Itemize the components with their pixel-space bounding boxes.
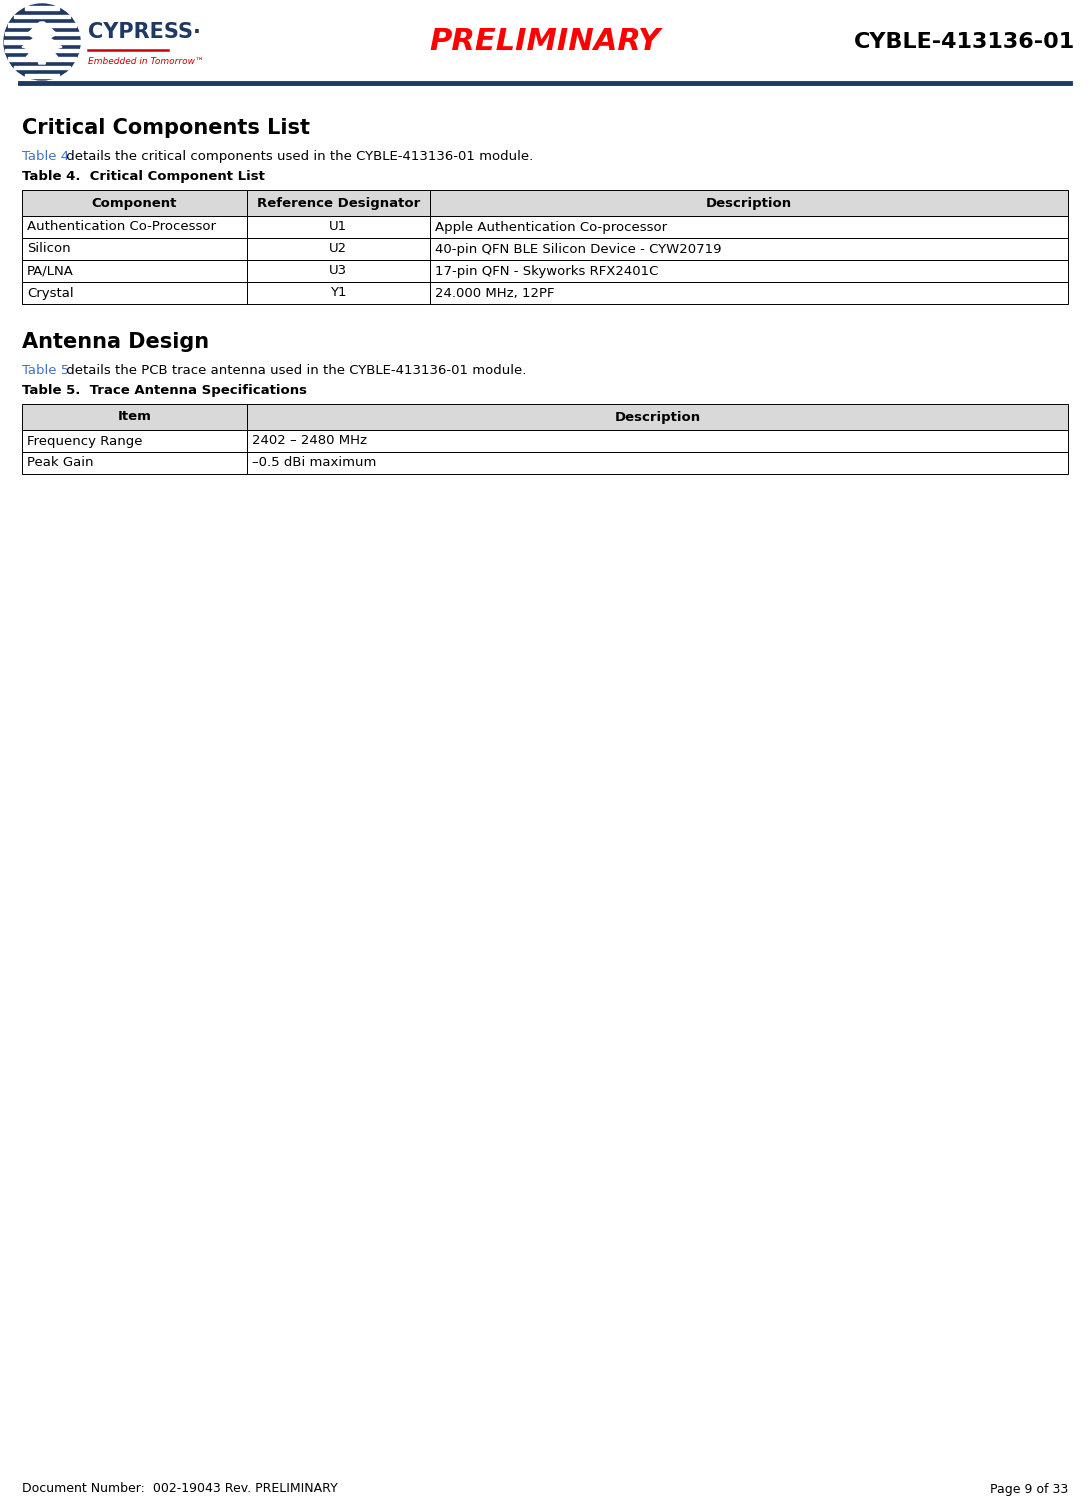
Circle shape	[4, 5, 80, 80]
Bar	[247, 404, 1068, 429]
Text: Frequency Range: Frequency Range	[27, 434, 143, 448]
Bar	[4, 41, 80, 44]
Text: PA/LNA: PA/LNA	[27, 265, 74, 277]
Bar	[22, 261, 247, 282]
Bar	[429, 238, 1068, 261]
Bar	[25, 74, 60, 77]
Text: Y1: Y1	[330, 286, 347, 300]
Text: Component: Component	[92, 196, 178, 209]
Text: 2402 – 2480 MHz: 2402 – 2480 MHz	[252, 434, 367, 448]
Bar	[247, 238, 429, 261]
Text: –0.5 dBi maximum: –0.5 dBi maximum	[252, 457, 376, 470]
Text: PRELIMINARY: PRELIMINARY	[429, 27, 661, 56]
Bar	[5, 32, 80, 35]
Bar	[22, 238, 247, 261]
Bar	[14, 15, 71, 18]
Bar	[22, 282, 247, 304]
Text: Table 4: Table 4	[22, 151, 69, 163]
Text: Page 9 of 33: Page 9 of 33	[990, 1483, 1068, 1495]
Text: Description: Description	[615, 410, 701, 423]
Text: Reference Designator: Reference Designator	[257, 196, 420, 209]
Bar	[8, 57, 76, 60]
Text: U1: U1	[329, 220, 348, 234]
Text: details the critical components used in the CYBLE-413136-01 module.: details the critical components used in …	[62, 151, 533, 163]
Text: Crystal: Crystal	[27, 286, 74, 300]
Text: details the PCB trace antenna used in the CYBLE-413136-01 module.: details the PCB trace antenna used in th…	[62, 365, 526, 377]
Text: Antenna Design: Antenna Design	[22, 332, 209, 353]
Text: Silicon: Silicon	[27, 243, 71, 256]
Text: CYPRESS·: CYPRESS·	[88, 23, 201, 42]
Text: Table 5.  Trace Antenna Specifications: Table 5. Trace Antenna Specifications	[22, 384, 307, 396]
Text: Peak Gain: Peak Gain	[27, 457, 94, 470]
Text: U2: U2	[329, 243, 348, 256]
Bar	[25, 6, 60, 11]
Text: 24.000 MHz, 12PF: 24.000 MHz, 12PF	[435, 286, 555, 300]
Text: Authentication Co-Processor: Authentication Co-Processor	[27, 220, 216, 234]
Text: Table 5: Table 5	[22, 365, 70, 377]
Bar	[22, 404, 247, 429]
Bar	[247, 261, 429, 282]
Bar	[22, 429, 247, 452]
Text: U3: U3	[329, 265, 348, 277]
Bar	[5, 48, 80, 53]
Text: 40-pin QFN BLE Silicon Device - CYW20719: 40-pin QFN BLE Silicon Device - CYW20719	[435, 243, 722, 256]
Bar	[429, 261, 1068, 282]
Polygon shape	[22, 23, 62, 63]
Bar	[8, 24, 76, 27]
Text: CYBLE-413136-01: CYBLE-413136-01	[853, 32, 1075, 53]
Text: Apple Authentication Co-processor: Apple Authentication Co-processor	[435, 220, 667, 234]
Bar	[247, 216, 429, 238]
Text: Critical Components List: Critical Components List	[22, 118, 310, 139]
Bar	[22, 452, 247, 475]
Bar	[429, 282, 1068, 304]
Text: Embedded in Tomorrow™: Embedded in Tomorrow™	[88, 57, 204, 66]
Text: Table 4.  Critical Component List: Table 4. Critical Component List	[22, 170, 265, 182]
Bar	[247, 452, 1068, 475]
Bar	[14, 66, 71, 69]
Text: 17-pin QFN - Skyworks RFX2401C: 17-pin QFN - Skyworks RFX2401C	[435, 265, 658, 277]
Bar	[247, 282, 429, 304]
Text: Item: Item	[118, 410, 152, 423]
Bar	[247, 190, 429, 216]
Bar	[22, 216, 247, 238]
Bar	[429, 190, 1068, 216]
Bar	[429, 216, 1068, 238]
Bar	[247, 429, 1068, 452]
Text: Description: Description	[706, 196, 792, 209]
Text: Document Number:  002-19043 Rev. PRELIMINARY: Document Number: 002-19043 Rev. PRELIMIN…	[22, 1483, 338, 1495]
Bar	[22, 190, 247, 216]
